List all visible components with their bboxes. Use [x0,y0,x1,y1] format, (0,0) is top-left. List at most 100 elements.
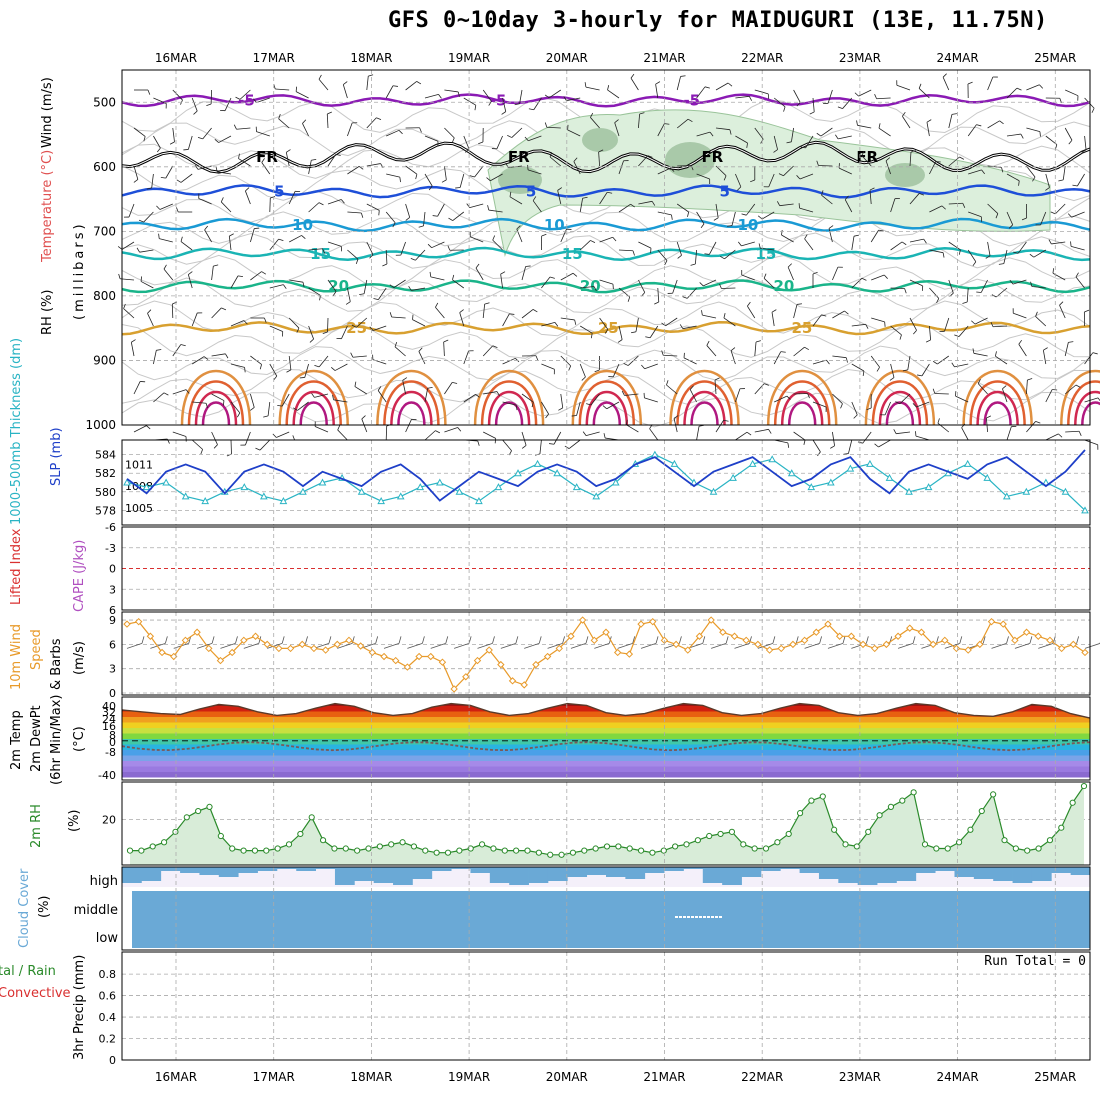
rh-contour [121,345,1091,382]
ytick-cape: 6 [109,604,116,617]
rh-point [751,845,758,852]
cloud-high-bar [218,867,239,877]
ytick-temp: 40 [102,700,116,713]
wind-barb-flag [277,404,283,407]
wind-speed-point [602,628,610,636]
isotherm-label: 10 [737,216,758,234]
wind-barb-flag [515,405,518,411]
wind-barb-flag [679,324,684,329]
wind-barb-flag [796,175,801,180]
wind-barb-flag [213,444,218,449]
isotherm-label: 15 [562,245,583,263]
surface-isotherm [376,369,447,426]
wind-barb-flag [854,92,859,97]
wind-speed-point [403,663,412,671]
rh-point [399,839,406,846]
rh-point [876,812,883,819]
wind-barb [696,86,706,99]
wind-barb [731,211,736,226]
date-label-bottom: 23MAR [839,1070,881,1084]
wind-barb [861,155,872,167]
wind-barb-flag [292,435,295,441]
ytick-slp: 1011 [125,458,153,471]
temp-band [122,749,1090,756]
wind-speed-point [567,632,575,640]
wind-barb-flag [272,433,277,438]
date-label-bottom: 16MAR [155,1070,197,1084]
wind-barb-flag [574,319,577,325]
wind-barb-flag [204,225,209,231]
wind-barb [327,241,342,247]
wind-barb-flag [912,403,917,408]
wind-barb-flag [514,103,520,106]
ytick-temp: -40 [98,769,116,782]
wind-barb [724,249,736,260]
thickness-point [357,487,366,495]
ytick-thickness: 582 [95,467,116,480]
wind-barb-flag [229,233,234,237]
wind-speed-point [310,644,318,653]
wind-barb-flag [500,271,506,275]
wind-barb [202,127,212,140]
wind-barb [812,314,822,327]
wind-barb [342,84,348,99]
wind-barb-flag [803,439,806,445]
wind-barb [746,203,756,216]
cloud-high-bar [1051,867,1072,873]
wind-barb-flag [902,111,906,117]
wind-barb-flag [443,339,449,343]
surface-isotherm [187,380,245,426]
wind-speed-point [637,620,645,628]
wind-barb-flag [682,296,688,299]
wind-barb [180,241,193,251]
wind-barb-flag [136,247,140,253]
ylabel-cape: CAPE (J/kg) [72,540,87,612]
ytick-cape: -3 [105,542,116,555]
wind-barb [295,91,309,99]
date-label-top: 21MAR [643,51,685,65]
wind-barb [430,276,445,281]
wind-speed-point [193,628,201,636]
wind-barb-flag [607,85,610,91]
wind-barb [851,277,863,289]
wind-barb [133,165,139,180]
wind-barb-flag [169,141,175,145]
wind-barb [444,427,458,433]
wind-barb-flag [796,102,801,107]
wind-barb-flag [878,123,881,129]
rh-point [354,847,361,854]
wind-barb-flag [991,294,997,298]
rh-point [1058,824,1065,831]
wind-barb [735,173,742,188]
wind-barb [977,383,988,395]
thickness-point [377,497,386,505]
surface-isotherm [983,401,1012,426]
wind-barb [250,228,255,243]
wind-barb [851,401,858,416]
wind-barb-flag [632,250,635,256]
wind-barb [385,85,394,99]
wind-barb [599,236,613,243]
wind-barb [573,161,581,175]
wind-barb-flag [1075,384,1081,388]
rh-point [933,845,940,852]
wind-barb-flag [158,233,160,239]
wind10m-barb [547,643,563,649]
wind-barb [435,307,445,319]
rh-point [785,830,792,838]
wind10m-barb [1038,643,1054,649]
isotherm-label: FR [701,148,723,166]
thickness-point [1002,492,1011,500]
wind-barb [140,281,154,289]
wind10m-barb [594,643,610,649]
wind-speed-point [438,658,447,666]
wind-barb-flag [645,336,651,339]
ytick-thickness: 578 [95,504,116,517]
wind-barb [541,276,551,289]
wind-barb [444,382,453,395]
wind-speed-point [695,632,704,640]
wind-barb-flag [435,302,439,308]
surface-isotherm [390,390,433,426]
cloud-high-bar [1012,867,1033,883]
